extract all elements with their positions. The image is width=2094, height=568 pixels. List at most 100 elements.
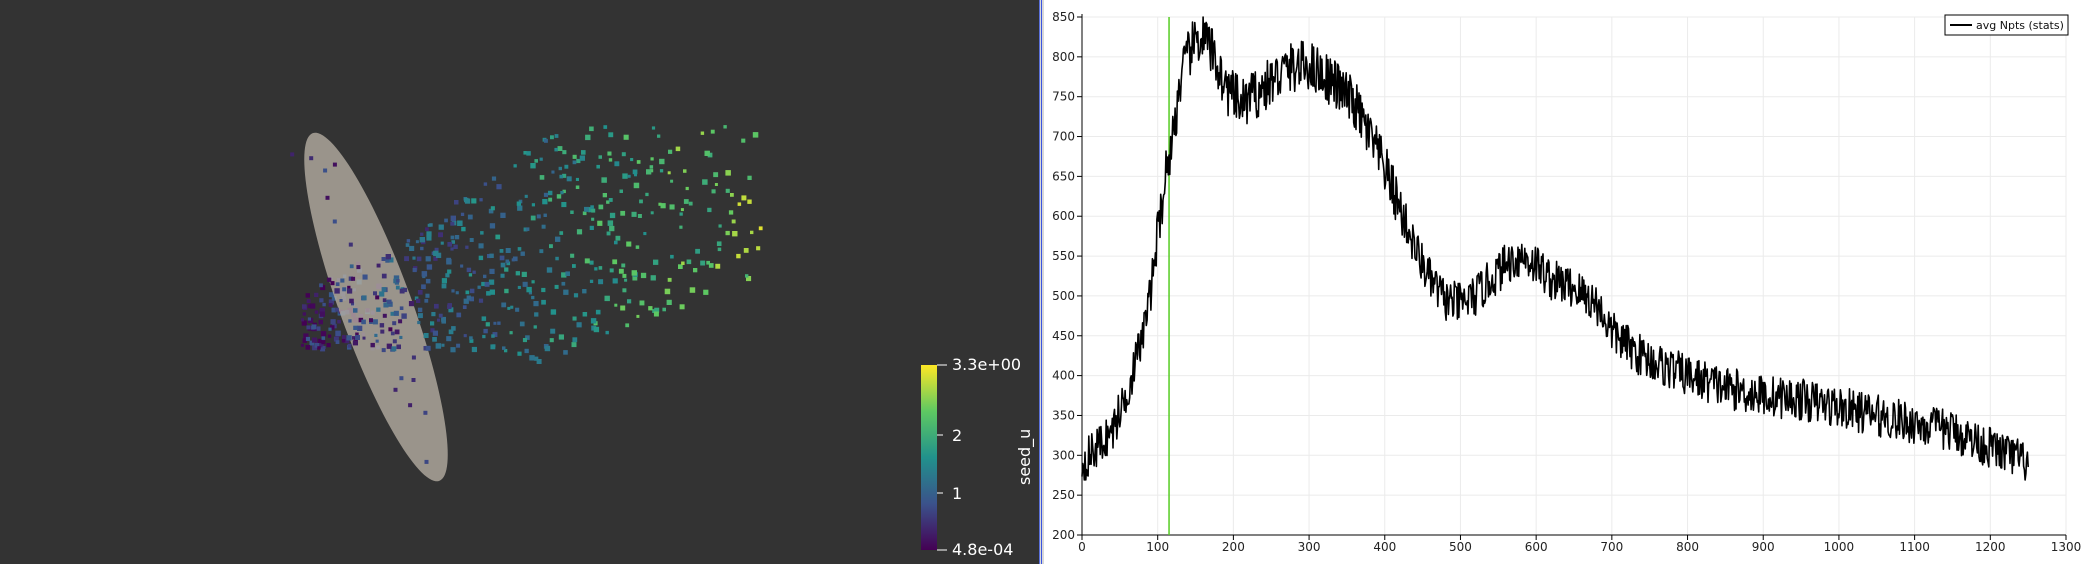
point-glyph — [322, 345, 326, 349]
point-glyph — [534, 356, 539, 361]
point-glyph — [382, 298, 387, 302]
point-glyph — [659, 169, 664, 173]
colorbar-min-label: 4.8e-04 — [952, 540, 1013, 559]
point-glyph — [596, 164, 600, 169]
point-glyph — [462, 305, 467, 309]
line-chart[interactable]: 0 100 200 300 400 500 600 700 800 900 1000 1100 1200… — [1044, 0, 2094, 564]
point-glyph — [447, 304, 452, 309]
view-splitter[interactable] — [1039, 0, 1044, 564]
point-glyph — [393, 310, 399, 316]
point-glyph — [601, 177, 607, 183]
chart-legend[interactable]: avg Npts (stats) — [1944, 14, 2069, 36]
point-glyph — [660, 203, 666, 209]
point-glyph — [607, 220, 614, 226]
point-glyph — [530, 163, 536, 169]
point-glyph — [495, 234, 501, 240]
point-glyph — [441, 278, 447, 284]
point-glyph — [420, 232, 424, 236]
point-glyph — [314, 292, 319, 297]
point-glyph — [565, 271, 570, 276]
point-glyph — [594, 267, 598, 271]
point-glyph — [627, 174, 631, 178]
point-glyph — [438, 232, 443, 238]
point-glyph — [623, 134, 629, 140]
point-glyph — [636, 314, 640, 318]
point-glyph — [524, 348, 529, 354]
point-glyph — [376, 263, 381, 268]
point-glyph — [415, 240, 419, 244]
point-glyph — [440, 241, 444, 245]
point-glyph — [328, 299, 335, 305]
x-tick-label: 800 — [1676, 540, 1699, 554]
render-view-3d[interactable]: 3.3e+00 2 1 4.8e-04 seed_u — [0, 0, 1039, 564]
point-glyph — [456, 343, 461, 348]
point-glyph — [319, 311, 325, 317]
point-glyph — [683, 199, 689, 204]
point-glyph — [460, 212, 465, 216]
point-glyph — [328, 292, 334, 298]
point-glyph — [391, 346, 397, 352]
point-glyph — [564, 164, 569, 169]
point-glyph — [374, 333, 378, 337]
point-glyph — [426, 231, 432, 237]
point-glyph — [519, 321, 525, 327]
point-glyph — [357, 325, 363, 331]
point-glyph — [536, 359, 542, 364]
point-glyph — [725, 230, 730, 236]
point-glyph — [425, 227, 429, 231]
point-glyph — [549, 338, 554, 343]
x-tick-label: 900 — [1752, 540, 1775, 554]
point-glyph — [370, 342, 375, 348]
scene-canvas[interactable]: 3.3e+00 2 1 4.8e-04 seed_u — [0, 0, 1039, 564]
point-glyph — [351, 302, 355, 306]
point-glyph — [319, 298, 324, 303]
point-glyph — [670, 179, 674, 183]
point-glyph — [598, 266, 603, 270]
point-glyph — [396, 279, 400, 283]
point-glyph — [491, 334, 495, 338]
point-glyph — [515, 307, 520, 312]
point-glyph — [450, 235, 455, 240]
colorbar: 3.3e+00 2 1 4.8e-04 seed_u — [921, 355, 1035, 559]
point-glyph — [679, 304, 685, 310]
point-glyph — [747, 199, 752, 204]
point-glyph — [421, 284, 426, 290]
point-glyph — [451, 326, 456, 331]
point-glyph — [488, 208, 494, 214]
point-glyph — [572, 337, 578, 343]
x-tick-label: 300 — [1298, 540, 1321, 554]
point-glyph — [625, 323, 630, 328]
point-glyph — [604, 295, 610, 302]
chart-axes: 0 100 200 300 400 500 600 700 800 900 1000 1100 1200… — [1052, 10, 2081, 554]
point-glyph — [328, 303, 333, 307]
point-glyph — [702, 179, 708, 185]
point-glyph — [608, 198, 613, 202]
point-glyph — [506, 261, 511, 266]
point-glyph — [392, 339, 397, 344]
point-glyph — [662, 307, 666, 312]
point-glyph — [510, 305, 514, 309]
colorbar-gradient — [921, 365, 937, 550]
point-glyph — [335, 340, 340, 344]
point-glyph — [490, 206, 495, 211]
point-glyph — [589, 260, 594, 265]
point-glyph — [679, 212, 683, 216]
point-glyph — [460, 264, 464, 268]
point-glyph — [404, 256, 409, 262]
point-glyph — [396, 344, 401, 350]
point-glyph — [570, 253, 575, 258]
point-glyph — [630, 158, 634, 162]
point-glyph — [369, 318, 373, 323]
point-glyph — [417, 290, 423, 295]
point-glyph — [686, 259, 692, 265]
x-tick-label: 100 — [1146, 540, 1169, 554]
point-glyph — [469, 296, 474, 302]
point-glyph — [706, 260, 710, 265]
point-glyph — [711, 189, 716, 194]
point-glyph — [466, 267, 472, 273]
point-glyph — [373, 291, 377, 296]
point-glyph — [554, 284, 559, 289]
point-glyph — [482, 334, 486, 339]
line-chart-view[interactable]: 0 100 200 300 400 500 600 700 800 900 1000 1100 1200… — [1044, 0, 2094, 564]
seed-plane-ellipse — [304, 132, 448, 482]
